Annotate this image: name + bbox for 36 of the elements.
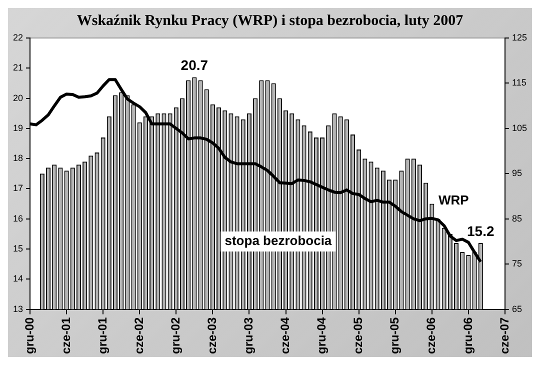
data-label: 20.7 (180, 57, 208, 74)
x-tick-label: gru-05 (388, 316, 402, 354)
y-tick-label: 20 (12, 92, 24, 103)
x-tick-label: gru-04 (314, 316, 329, 354)
x-tick-label: cze-06 (424, 316, 438, 354)
x-tick-label: cze-03 (205, 316, 220, 354)
y-tick-label: 18 (12, 153, 24, 164)
x-tick-label: cze-07 (497, 316, 512, 354)
y-tick-label: 15 (12, 244, 24, 254)
x-tick-label: cze-02 (132, 316, 146, 354)
y2-tick-label: 75 (512, 258, 522, 269)
x-tick-label: gru-01 (95, 316, 110, 354)
x-tick-label: cze-01 (58, 316, 73, 354)
x-tick-label: cze-05 (351, 316, 366, 354)
y2-tick-label: 115 (512, 78, 526, 88)
y-tick-label: 19 (12, 122, 24, 133)
y2-tick-label: 85 (512, 213, 522, 224)
y-tick-label: 14 (12, 274, 24, 284)
y2-tick-label: 105 (512, 122, 528, 133)
series-label: stopa bezrobocia (224, 233, 332, 248)
chart-title: Wskaźnik Rynku Pracy (WRP) i stopa bezrobocia, luty 2007 (76, 12, 464, 29)
x-tick-label: cze-04 (278, 316, 292, 354)
data-label: 15.2 (467, 222, 494, 239)
y2-tick-label: 95 (512, 168, 522, 178)
y-tick-label: 22 (12, 32, 24, 42)
y-tick-label: 16 (12, 213, 24, 224)
x-tick-label: gru-03 (242, 316, 256, 354)
y2-tick-label: 125 (512, 32, 528, 42)
x-tick-label: gru-06 (460, 316, 475, 354)
series-label: WRP (438, 192, 470, 208)
x-tick-label: gru-02 (168, 316, 182, 354)
y2-tick-label: 65 (512, 304, 522, 314)
x-tick-label: gru-00 (22, 316, 36, 354)
y-tick-label: 17 (12, 183, 24, 194)
y-tick-label: 21 (12, 62, 24, 73)
y-tick-label: 13 (12, 304, 24, 314)
